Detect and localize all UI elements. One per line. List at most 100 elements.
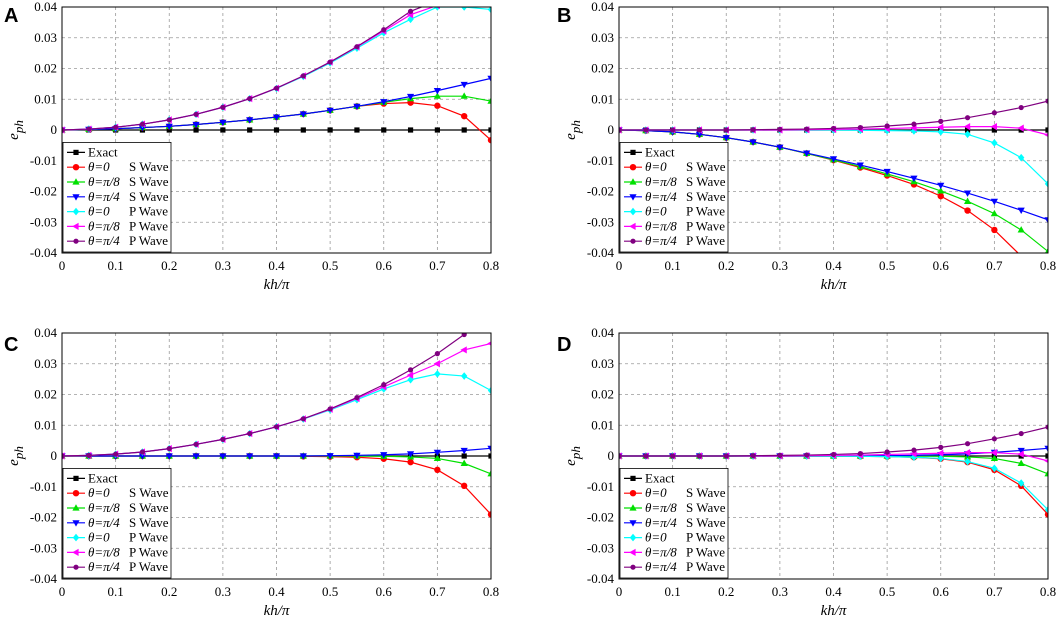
legend-label: θ=π/4 S Wave <box>88 515 169 530</box>
series-6 <box>619 424 1048 459</box>
data-point <box>1017 207 1025 215</box>
x-tick-label: 0.2 <box>161 584 177 599</box>
data-point <box>380 99 388 106</box>
data-point <box>963 449 971 457</box>
data-point <box>1017 124 1024 132</box>
x-tick-label: 0.1 <box>108 258 124 273</box>
data-point <box>406 451 415 458</box>
data-point <box>299 453 307 460</box>
data-point <box>113 451 119 457</box>
data-point <box>272 453 281 460</box>
data-point <box>273 127 280 133</box>
data-point <box>433 454 441 462</box>
legend-label: θ=0 P Wave <box>88 204 168 219</box>
data-point <box>1045 453 1048 459</box>
data-point <box>937 192 944 200</box>
data-point <box>406 93 415 101</box>
data-point <box>246 453 254 460</box>
y-tick-label: 0.02 <box>34 387 57 402</box>
legend-label: Exact <box>645 144 675 159</box>
data-point <box>1044 445 1048 453</box>
legend-label: θ=0 P Wave <box>645 530 725 545</box>
data-point <box>1044 132 1048 138</box>
y-tick-label: -0.02 <box>587 510 614 525</box>
data-point <box>884 123 890 129</box>
legend-marker <box>629 164 637 171</box>
y-tick-label: 0.03 <box>591 30 614 45</box>
x-tick-label: 0.6 <box>933 258 950 273</box>
y-axis-label: eph <box>6 446 26 466</box>
data-point <box>1017 479 1025 487</box>
x-tick-label: 0 <box>616 258 623 273</box>
data-point <box>488 453 491 459</box>
data-point <box>219 453 227 460</box>
data-point <box>193 111 199 117</box>
y-tick-label: 0.02 <box>591 387 614 402</box>
data-point <box>1018 430 1024 437</box>
data-point <box>326 453 334 460</box>
legend-label: θ=π/8 S Wave <box>88 500 169 515</box>
data-point <box>487 75 491 83</box>
series-5 <box>62 7 467 134</box>
data-point <box>696 127 703 133</box>
data-point <box>937 187 945 194</box>
y-tick-label: 0.03 <box>34 30 57 45</box>
y-axis-label: eph <box>563 446 583 466</box>
data-point <box>487 97 491 104</box>
data-point <box>911 121 917 127</box>
data-point <box>272 114 281 121</box>
y-axis-label-text: eph <box>563 120 583 140</box>
data-point <box>460 482 468 490</box>
data-point <box>963 197 972 204</box>
legend-marker <box>629 207 637 216</box>
data-point <box>883 168 891 176</box>
tick-labels: 0 0.1 0.2 0.3 0.4 0.5 0.6 0.7 0.8 -0.04 -0.03 -0.02… <box>30 325 499 599</box>
legend-marker <box>629 520 637 527</box>
data-point <box>750 453 756 459</box>
data-point <box>462 0 467 3</box>
legend-label: θ=0 P Wave <box>88 530 168 545</box>
data-point <box>434 102 441 109</box>
data-point <box>407 367 414 373</box>
y-tick-label: 0.04 <box>34 325 57 340</box>
data-point <box>247 127 253 133</box>
data-point <box>830 125 837 132</box>
x-axis-label: kh/π <box>821 277 847 293</box>
legend-marker <box>629 490 637 497</box>
data-point <box>964 441 971 447</box>
y-tick-label: -0.02 <box>30 510 57 525</box>
data-point <box>436 7 440 10</box>
data-point <box>62 453 65 459</box>
plot-area <box>61 332 492 580</box>
y-tick-label: -0.04 <box>587 245 615 260</box>
legend-marker <box>72 164 80 171</box>
x-tick-label: 0.7 <box>986 258 1003 273</box>
y-axis-label: eph <box>563 120 583 140</box>
data-point <box>696 453 703 459</box>
x-tick-label: 0.8 <box>483 258 499 273</box>
legend-marker <box>630 564 636 570</box>
data-point <box>964 115 971 121</box>
x-tick-label: 0.1 <box>108 584 124 599</box>
legend-label: θ=π/4 S Wave <box>88 189 169 204</box>
panel-b: B 0 0.1 0.2 0.3 0.4 0.5 0.6 0.7 0.8 -0.04 -0.03 -0.… <box>557 0 1056 293</box>
data-point <box>938 444 944 450</box>
data-point <box>991 226 998 234</box>
y-tick-label: 0 <box>608 122 615 137</box>
legend-marker <box>629 178 637 185</box>
legend-label: θ=π/4 P Wave <box>645 233 725 248</box>
data-point <box>1017 447 1025 455</box>
legend-label: θ=π/4 S Wave <box>645 515 726 530</box>
y-tick-label: -0.02 <box>30 184 57 199</box>
data-point <box>220 127 226 133</box>
data-point <box>487 445 491 453</box>
data-point <box>380 452 388 459</box>
data-point <box>327 59 333 65</box>
data-point <box>165 453 173 460</box>
legend-marker <box>630 238 636 244</box>
x-tick-label: 0.2 <box>718 584 734 599</box>
data-point <box>406 371 414 379</box>
x-tick-label: 0 <box>59 584 66 599</box>
legend-marker <box>72 533 80 542</box>
